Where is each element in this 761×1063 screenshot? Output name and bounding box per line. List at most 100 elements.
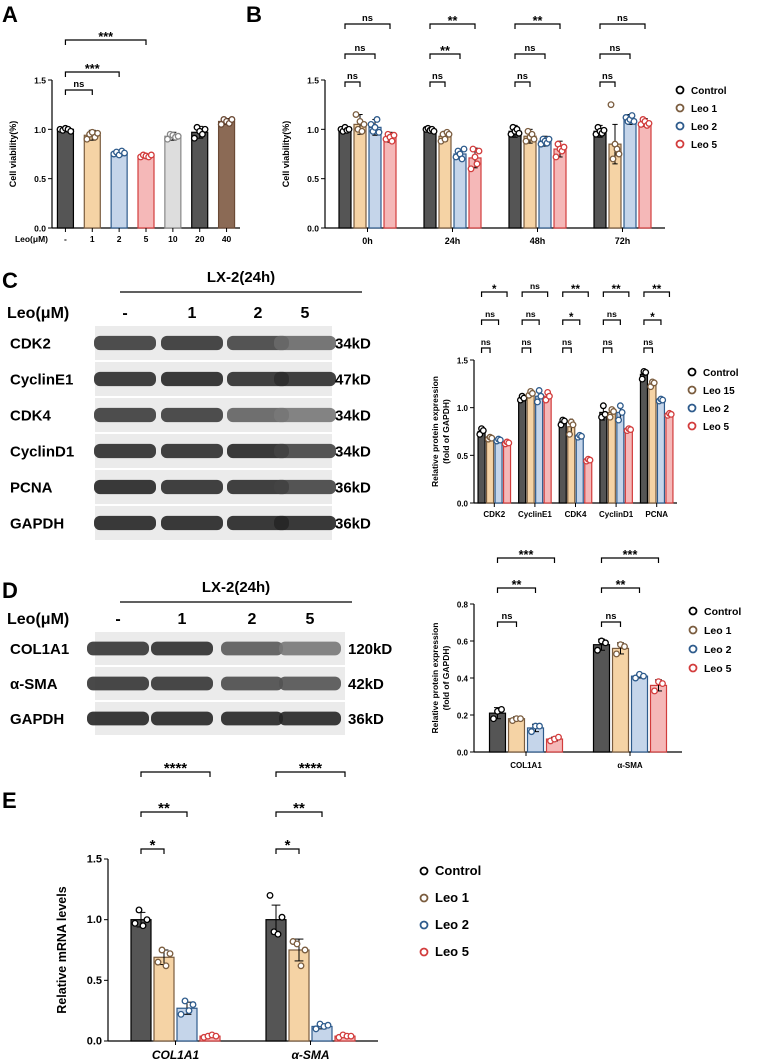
data-point [659,680,666,687]
data-point [536,722,543,730]
significance-bracket [643,291,671,297]
data-point [555,733,562,741]
protein-band [161,443,223,459]
protein-band [274,479,336,495]
data-point [158,946,166,954]
legend-marker [675,103,685,113]
bar [611,647,630,753]
bar [656,399,666,504]
protein-band [94,371,156,387]
data-point [616,402,624,410]
data-point [373,116,381,123]
data-point [606,413,614,421]
data-point [181,997,189,1005]
protein-band [221,711,283,726]
legend-entry: Leo 1 [704,625,732,637]
legend-marker [687,403,697,413]
protein-band [151,676,213,691]
significance-label: ns [607,309,617,319]
significance-bracket [496,587,537,593]
data-point [228,116,236,123]
dose-value: - [122,305,127,322]
data-point [498,706,505,713]
axes-E: 0.0 0.5 1.0 1.5 Relative mRNA levels COL1A1 α-… [55,760,378,1062]
x-tick-label: CyclinD1 [599,510,634,519]
data-point [645,119,653,127]
y-tick-label: 0.0 [34,224,46,234]
protein-band [161,479,223,495]
dose-value: 1 [188,305,197,322]
axes-D: 0.0 0.2 0.4 0.6 0.8 Relative protein expressi… [430,548,682,770]
data-point [430,127,438,135]
legend-entry: Control [703,368,739,379]
data-point [569,421,577,429]
legend-marker [688,663,698,673]
x-tick-label: 1 [90,234,95,244]
significance-label: ** [612,284,621,296]
bar [649,684,668,753]
y-axis-label: Relative mRNA levels [55,886,69,1013]
bar [639,373,649,504]
protein-name: CyclinE1 [10,372,73,389]
data-point [578,432,585,440]
legend-marker [688,644,698,654]
axes-B: 0.0 0.5 1.0 1.5 Cell viability(%) 0h 24h 48h 72h… [281,13,665,246]
data-point [458,155,466,163]
y-tick-label: 1.0 [307,125,319,135]
legend-entry: Leo 15 [703,386,735,397]
blot-title: LX-2(24h) [207,269,275,286]
bar [624,428,633,504]
protein-band [227,515,289,531]
bar [623,118,637,229]
axes-A: 0.0 0.5 1.0 1.5 Cell viability(%) - 1 2 5 10 20 40 L… [8,30,240,244]
significance-bracket [521,291,549,297]
data-point [212,1032,220,1040]
panel-letter-C: C [2,268,18,293]
protein-name: α-SMA [10,676,58,693]
significance-label: *** [623,548,638,562]
legend-marker [675,121,685,131]
bar [508,130,522,229]
significance-label: * [285,837,291,854]
significance-bracket [514,53,546,59]
data-point [135,906,143,914]
data-point [274,930,282,938]
protein-band [161,335,223,351]
y-tick-label: 0.6 [457,638,469,647]
protein-band [161,407,223,423]
dose-value: 5 [301,305,310,322]
y-axis-label: Relative protein expression [430,376,440,487]
legend-marker [688,606,698,616]
data-point [189,1001,197,1009]
significance-label: ** [533,14,543,28]
data-point [154,958,162,966]
panel-letter-B: B [246,2,262,27]
y-tick-label: 1.5 [34,76,46,86]
significance-bracket [599,23,646,29]
significance-label: ** [158,800,170,817]
protein-band [87,711,149,726]
data-point [615,416,623,424]
bar [494,439,503,504]
y-tick-label: 1.0 [457,404,469,413]
significance-bracket [429,53,461,59]
dose-value: 2 [254,305,263,322]
molecular-weight: 47kD [335,372,371,389]
protein-band [94,515,156,531]
significance-bracket [521,347,532,353]
significance-label: ns [362,13,373,23]
significance-bracket [562,291,589,297]
bar [153,956,175,1042]
legend-C: Control Leo 15 Leo 2 Leo 5 [687,367,739,433]
significance-bracket [480,291,508,297]
significance-label: **** [164,760,187,777]
protein-band [274,515,336,531]
blot-title: LX-2(24h) [202,579,270,596]
data-point [177,1010,185,1018]
bar [383,136,397,229]
bar [558,421,567,504]
data-point [441,135,449,143]
bar [543,395,552,504]
significance-label: * [150,837,156,854]
significance-label: **** [299,760,322,777]
